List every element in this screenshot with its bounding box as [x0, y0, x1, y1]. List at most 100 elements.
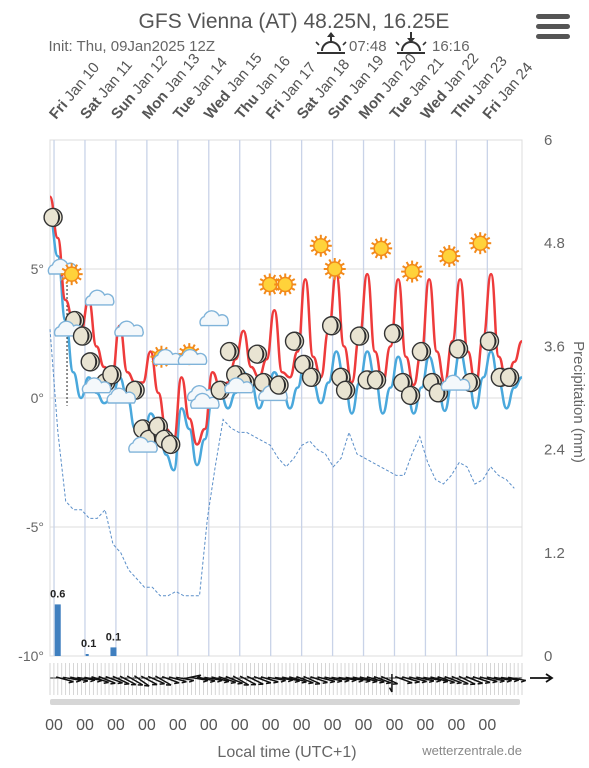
sun-icon [274, 273, 297, 296]
wind-arrow [451, 675, 469, 685]
moon-icon [247, 344, 268, 364]
pressure-line [49, 329, 515, 597]
sun-icon [469, 232, 492, 255]
wind-arrow-head [337, 680, 343, 684]
x-tick-label: 00 [262, 717, 280, 734]
wind-arrow [430, 676, 449, 683]
cloud-shape [190, 392, 220, 409]
cloud-icon [114, 320, 144, 337]
x-tick-label: 00 [447, 717, 465, 734]
moon-shadow [357, 327, 367, 346]
header: GFS Vienna (AT) 48.25N, 16.25E Init: Thu… [48, 10, 469, 55]
wind-arrow [416, 676, 435, 682]
wind-arrow [373, 675, 392, 684]
wind-arrow-head [414, 681, 420, 684]
wind-arrow [211, 676, 230, 683]
moon-shadow [419, 342, 429, 361]
wind-arrow-head [492, 680, 498, 684]
x-tick-label: 00 [200, 717, 218, 734]
wind-arrow-head [144, 684, 150, 687]
moon-icon [43, 207, 63, 228]
wind-arrow [140, 675, 158, 686]
moon-shadow [227, 342, 237, 361]
weather-icons [43, 207, 520, 455]
chart-title: GFS Vienna (AT) 48.25N, 16.25E [139, 10, 450, 33]
wind-arrow [70, 676, 88, 682]
moon-icon [301, 367, 322, 388]
wind-arrow-head [209, 680, 216, 684]
wind-arrow-head [273, 681, 279, 684]
wind-arrow-head [322, 681, 328, 684]
wind-arrow [437, 676, 455, 684]
precip-bar-label: 0.1 [106, 631, 121, 643]
sun-icon [438, 245, 461, 268]
y-right-tick: 6 [544, 132, 552, 149]
wind-arrow [324, 676, 343, 682]
sun-disc [441, 248, 458, 264]
wind-arrow-head [351, 679, 357, 683]
moon-shadow [391, 324, 401, 343]
cloud-icon [190, 392, 220, 409]
cloud-icon [199, 310, 230, 327]
wind-arrow [91, 676, 109, 684]
x-axis-label: Local time (UTC+1) [217, 744, 356, 761]
scrollbar-track[interactable] [50, 699, 520, 705]
wind-arrow [232, 675, 250, 686]
wind-arrow [190, 676, 209, 682]
sun-icon [323, 258, 346, 280]
moon-icon [161, 434, 181, 455]
wind-arrow [486, 676, 505, 682]
sun-disc [313, 238, 329, 254]
precip-bar [110, 647, 117, 656]
wind-arrow-head [499, 680, 505, 684]
sunset-icon [395, 32, 427, 54]
wind-arrow [55, 676, 74, 683]
menu-button[interactable] [536, 14, 570, 42]
moon-icon [479, 331, 500, 351]
moon-icon [448, 339, 469, 359]
wind-arrow [359, 676, 378, 683]
wind-arrow [402, 676, 420, 683]
y-right-tick: 2.4 [544, 442, 565, 459]
wind-arrow [394, 675, 413, 684]
cloud-shape [84, 289, 115, 306]
wind-arrow [253, 675, 272, 684]
wind-arrow-head [520, 679, 527, 683]
cloud-icon [224, 377, 254, 394]
moon-shadow [218, 381, 228, 400]
y-right-tick: 1.2 [544, 545, 565, 562]
temperature-line [48, 195, 523, 446]
wind-arrow [155, 675, 172, 686]
x-tick-label: 00 [231, 717, 249, 734]
wind-arrow-head [477, 682, 483, 685]
cloud-icon [440, 374, 471, 391]
moon-shadow [487, 332, 497, 351]
wind-arrow-head [230, 681, 236, 684]
precip-bar-label: 0.1 [81, 638, 96, 650]
wind-arrow-head [421, 680, 427, 684]
sun-disc [326, 261, 343, 277]
wind-arrow-head [103, 681, 109, 684]
wind-arrow [147, 675, 165, 685]
wind-arrow [246, 675, 264, 685]
cloud-icon [177, 348, 208, 365]
wind-arrow [444, 675, 462, 684]
wind-arrow [105, 675, 123, 684]
credit-text: wetterzentrale.de [421, 743, 522, 758]
moon-icon [284, 331, 305, 351]
sun-disc [472, 235, 488, 251]
x-tick-label: 00 [45, 717, 63, 734]
scrollbar[interactable] [50, 699, 520, 705]
wind-arrow [345, 676, 364, 682]
wind-arrow [317, 676, 336, 683]
wind-arrow [204, 676, 223, 682]
wind-arrow [218, 676, 236, 684]
wind-arrow [168, 676, 187, 683]
x-tick-labels: 00 00 00 00 00 00 00 00 00 00 00 00 00 00 00 [45, 717, 496, 734]
wind-arrow [239, 675, 257, 686]
wind-arrow-last [530, 673, 554, 683]
wind-arrow-head [329, 680, 336, 684]
moon-shadow [51, 208, 61, 227]
wind-arrow [281, 676, 300, 682]
